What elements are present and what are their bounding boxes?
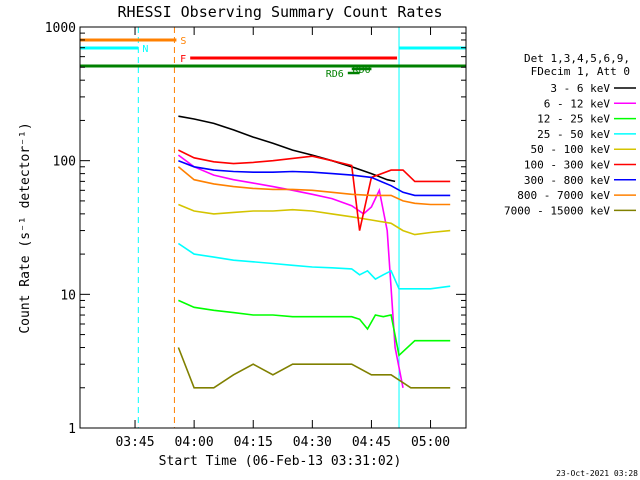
legend-label-2: 12 - 25 keV [537,113,610,126]
series-line-4 [178,203,451,236]
y-tick-label-0: 1 [68,422,76,437]
y-tick-label-3: 1000 [45,21,76,36]
x-tick-label-5: 05:00 [411,435,450,450]
x-axis-label: Start Time (06-Feb-13 03:31:02) [159,454,402,469]
corner-date: 23-Oct-2021 03:28 [556,469,638,478]
series-line-6 [178,159,451,197]
legend-label-1: 6 - 12 keV [544,97,611,110]
series-line-1 [177,154,404,388]
y-tick-label-2: 100 [53,155,76,170]
series-line-0 [178,115,396,183]
state-bar-label-5: RD0 [353,65,371,76]
y-axis: 1 10 100 1000 [45,21,466,437]
x-tick-label-3: 04:30 [293,435,332,450]
x-tick-label-1: 04:00 [175,435,214,450]
legend-label-8: 7000 - 15000 keV [504,204,610,217]
legend-label-4: 50 - 100 keV [531,143,611,156]
state-bar-label-0: S [180,36,186,47]
legend-label-0: 3 - 6 keV [550,82,610,95]
state-bars: S N F RD0 RD6 [80,36,466,80]
state-bar-label-3: F [180,54,186,65]
legend-header-0: Det 1,3,4,5,6,9, [524,52,630,65]
y-axis-label: Count Rate (s⁻¹ detector⁻¹) [18,122,33,333]
chart-title: RHESSI Observing Summary Count Rates [117,3,442,21]
y-tick-label-1: 10 [60,288,76,303]
series-line-2 [178,299,451,357]
series-line-8 [177,347,451,389]
legend-label-3: 25 - 50 keV [537,128,610,141]
legend-label-6: 300 - 800 keV [524,174,610,187]
x-tick-label-0: 03:45 [115,435,154,450]
legend-label-7: 800 - 7000 keV [517,189,610,202]
plot-frame [79,26,467,429]
series-line-3 [177,242,451,290]
state-bar-label-1: N [142,44,148,55]
series-lines [177,115,451,389]
legend-header-1: FDecim 1, Att 0 [531,65,630,78]
legend: Det 1,3,4,5,6,9,FDecim 1, Att 0 3 - 6 keV… [504,52,636,217]
legend-label-5: 100 - 300 keV [524,159,610,172]
state-bar-label-6: RD6 [326,69,344,80]
x-tick-label-4: 04:45 [352,435,391,450]
x-axis: 03:45 04:00 04:15 04:30 04:45 05:00 [115,27,450,450]
series-line-5 [178,149,451,231]
series-line-7 [177,166,451,206]
x-tick-label-2: 04:15 [234,435,273,450]
